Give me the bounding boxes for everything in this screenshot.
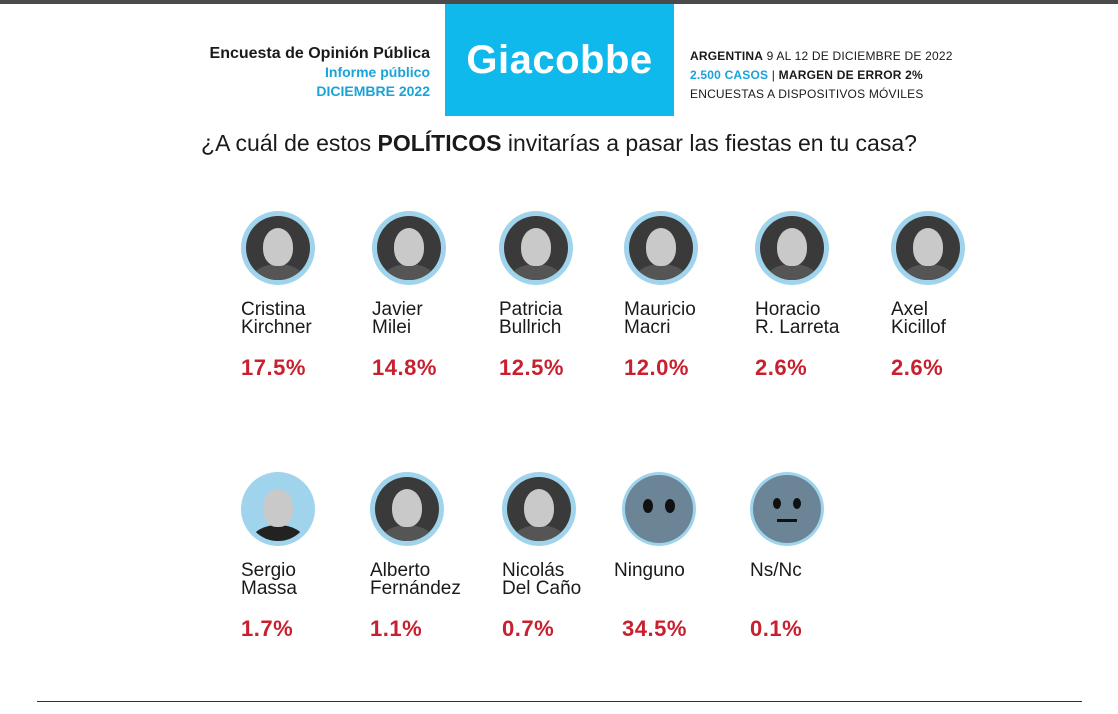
politician-photo-icon: [499, 211, 573, 285]
survey-info-dates: ARGENTINA 9 AL 12 DE DICIEMBRE DE 2022: [690, 47, 953, 66]
question-after: invitarías a pasar las fiestas en tu cas…: [501, 130, 917, 156]
brand-logo: Giacobbe: [445, 4, 674, 116]
result-name: Axel Kicillof: [891, 299, 946, 338]
survey-dates: 9 AL 12 DE DICIEMBRE DE 2022: [763, 49, 953, 63]
result-percent: 17.5%: [241, 355, 306, 380]
result-name: Alberto Fernández: [370, 560, 461, 599]
blank-face-icon: [622, 472, 696, 546]
question-emph: POLÍTICOS: [377, 130, 502, 156]
result-percent: 1.1%: [370, 616, 423, 641]
header-left: Encuesta de Opinión Pública Informe públ…: [210, 44, 430, 101]
report-date: DICIEMBRE 2022: [316, 83, 430, 99]
survey-info-cases: 2.500 CASOS | MARGEN DE ERROR 2%: [690, 66, 953, 85]
result-percent: 34.5%: [622, 616, 687, 641]
question-title: ¿A cuál de estos POLÍTICOS invitarías a …: [0, 130, 1118, 157]
question-before: ¿A cuál de estos: [201, 130, 378, 156]
bottom-rule: [37, 701, 1082, 702]
politician-photo-icon: [891, 211, 965, 285]
brand-name: Giacobbe: [466, 37, 653, 82]
result-name: Horacio R. Larreta: [755, 299, 840, 338]
result-name: Ns/Nc: [750, 560, 802, 581]
result-percent: 2.6%: [755, 355, 808, 380]
neutral-face-icon: [750, 472, 824, 546]
politician-photo-icon: [241, 211, 315, 285]
politician-photo-icon: [372, 211, 446, 285]
result-name: Ninguno: [614, 560, 685, 581]
result-name: Sergio Massa: [241, 560, 297, 599]
result-name: Cristina Kirchner: [241, 299, 312, 338]
result-percent: 14.8%: [372, 355, 437, 380]
survey-method: ENCUESTAS A DISPOSITIVOS MÓVILES: [690, 87, 924, 101]
result-name: Mauricio Macri: [624, 299, 696, 338]
result-name: Patricia Bullrich: [499, 299, 563, 338]
survey-info: ARGENTINA 9 AL 12 DE DICIEMBRE DE 2022 2…: [690, 47, 953, 104]
survey-country: ARGENTINA: [690, 49, 764, 63]
result-name: Javier Milei: [372, 299, 423, 338]
survey-title: Encuesta de Opinión Pública: [209, 45, 430, 62]
result-percent: 0.7%: [502, 616, 555, 641]
report-type: Informe público: [325, 64, 430, 80]
result-name: Nicolás Del Caño: [502, 560, 582, 599]
politician-photo-icon: [241, 472, 315, 546]
result-percent: 2.6%: [891, 355, 944, 380]
politician-photo-icon: [370, 472, 444, 546]
top-rule: [0, 0, 1118, 4]
result-percent: 1.7%: [241, 616, 294, 641]
result-percent: 0.1%: [750, 616, 803, 641]
survey-cases: 2.500 CASOS: [690, 68, 769, 82]
politician-photo-icon: [755, 211, 829, 285]
survey-margin: MARGEN DE ERROR 2%: [778, 68, 923, 82]
result-percent: 12.0%: [624, 355, 689, 380]
survey-separator: |: [768, 68, 779, 82]
result-percent: 12.5%: [499, 355, 564, 380]
politician-photo-icon: [624, 211, 698, 285]
politician-photo-icon: [502, 472, 576, 546]
